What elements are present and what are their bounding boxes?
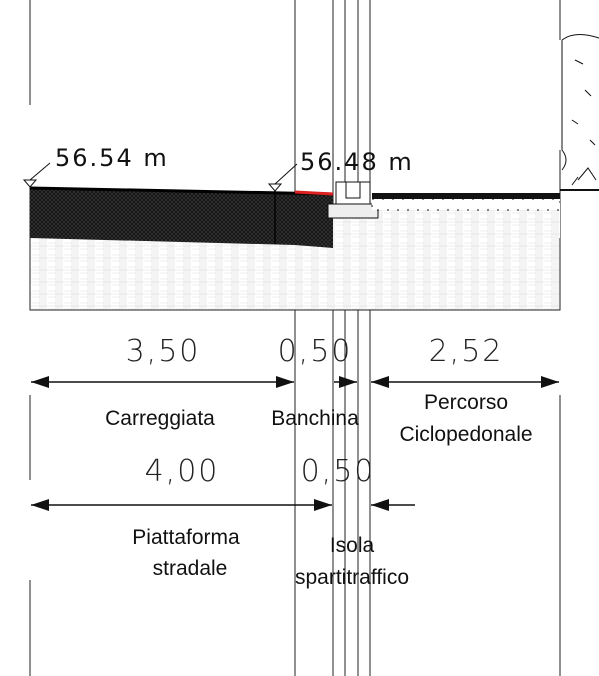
dimension-row: 3,50 0,50 2,52 [31, 334, 559, 388]
elevation: 56.48 m [300, 148, 414, 176]
reference-lines [29, 0, 561, 676]
dimension: 3,50 [126, 334, 201, 369]
label: Isola [330, 534, 375, 557]
section [29, 34, 599, 311]
dimension: 0,50 [301, 454, 376, 489]
dimension-row: 4,00 0,50 [31, 454, 415, 511]
label: Carreggiata [105, 407, 215, 430]
label: spartitraffico [295, 566, 409, 589]
label: Banchina [271, 407, 359, 430]
label: stradale [153, 557, 228, 580]
dimension: 2,52 [429, 334, 504, 369]
label: Percorso [424, 391, 508, 414]
dimension: 4,00 [145, 454, 220, 489]
labels-row: Piattaforma stradale Isola spartitraffic… [132, 526, 409, 589]
elevation-markers: 56.54 m 56.48 m [22, 144, 414, 192]
label: Piattaforma [132, 526, 240, 549]
label: Ciclopedonale [399, 423, 532, 446]
labels-row: Carreggiata Banchina Percorso Ciclopedon… [105, 391, 532, 446]
dimension: 0,50 [278, 334, 353, 369]
elevation: 56.54 m [55, 144, 169, 172]
